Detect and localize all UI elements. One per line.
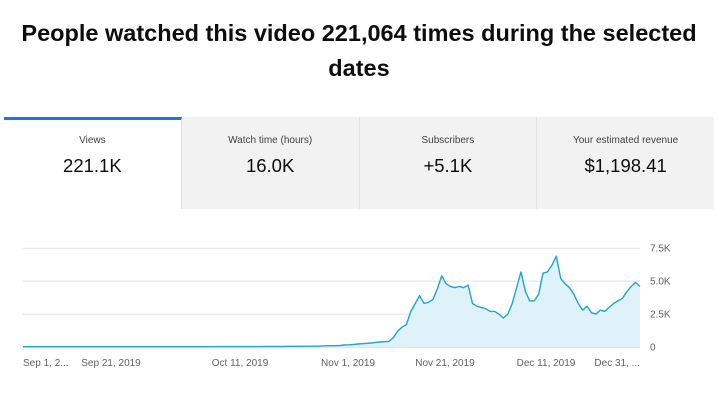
page-headline: People watched this video 221,064 times … [0, 16, 718, 86]
tab-revenue[interactable]: Your estimated revenue $1,198.41 [537, 117, 714, 209]
tab-watch-time[interactable]: Watch time (hours) 16.0K [181, 117, 360, 209]
tab-watch-time-label: Watch time (hours) [228, 135, 313, 146]
y-tick-label: 5.0K [650, 277, 671, 288]
tab-views-label: Views [79, 135, 106, 146]
tab-subscribers-value: +5.1K [423, 155, 473, 176]
x-tick-label: Sep 21, 2019 [81, 358, 141, 369]
x-tick-label: Oct 11, 2019 [212, 358, 269, 369]
headline-line-1: People watched this video 221,064 times … [21, 20, 697, 46]
series-line [23, 255, 641, 348]
tab-revenue-label: Your estimated revenue [572, 135, 679, 146]
x-tick-label: Nov 1, 2019 [321, 358, 375, 369]
tab-revenue-value: $1,198.41 [584, 155, 667, 176]
x-tick-label: Nov 21, 2019 [415, 358, 475, 369]
y-tick-label: 2.5K [650, 310, 671, 321]
headline-line-2: dates [328, 55, 390, 81]
x-tick-label: Sep 1, 2... [23, 358, 69, 369]
series-area [23, 256, 640, 347]
tab-subscribers-label: Subscribers [421, 135, 475, 146]
tab-watch-time-value: 16.0K [245, 155, 295, 176]
y-tick-label: 7.5K [650, 244, 671, 255]
y-tick-label: 0 [650, 343, 656, 354]
x-tick-label: Dec 31, ... [594, 358, 640, 369]
x-tick-label: Dec 11, 2019 [517, 358, 576, 369]
views-chart-area: 7.5K 5.0K 2.5K 0 Sep 1, 2... Sep 21, 2019 Oct … [4, 209, 714, 409]
tab-views-value: 221.1K [63, 155, 122, 176]
metric-tabs: Views 221.1K Watch time (hours) 16.0K Su… [4, 117, 714, 209]
tab-views[interactable]: Views 221.1K [4, 117, 182, 209]
tab-subscribers[interactable]: Subscribers +5.1K [359, 117, 538, 209]
views-chart[interactable]: 7.5K 5.0K 2.5K 0 Sep 1, 2... Sep 21, 2019 Oct … [4, 209, 714, 409]
